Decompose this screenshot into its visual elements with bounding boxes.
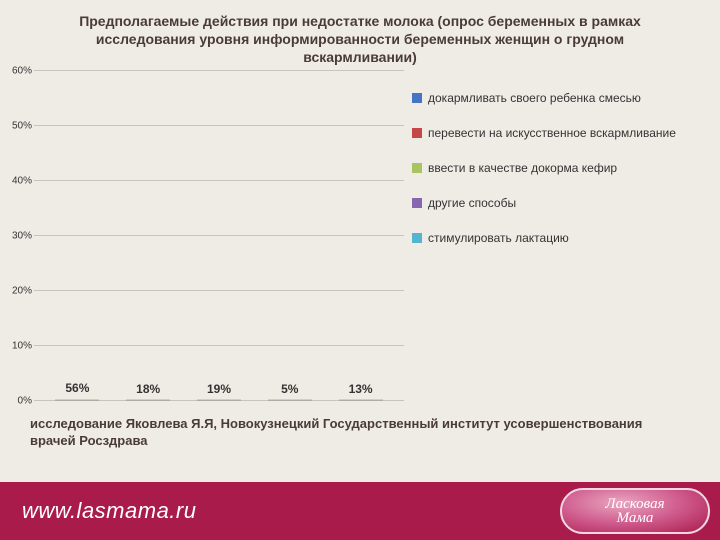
legend-item: докармливать своего ребенка смесью xyxy=(412,91,690,106)
footer-badge: Ласковая Мама xyxy=(550,482,720,540)
caption: исследование Яковлева Я.Я, Новокузнецкий… xyxy=(30,415,690,450)
y-axis: 0%10%20%30%40%50%60% xyxy=(6,71,34,401)
bars-group: 56% 18% 19% 5% 13% xyxy=(34,71,404,401)
y-tick-label: 50% xyxy=(12,120,32,131)
legend-swatch xyxy=(412,233,422,243)
chart-container: 0%10%20%30%40%50%60% 56%18%19%5%13% дока… xyxy=(30,71,690,401)
legend-label: докармливать своего ребенка смесью xyxy=(428,91,641,106)
bar-slot: 18% xyxy=(126,399,170,401)
bar-value-label: 5% xyxy=(281,382,298,396)
y-tick-label: 40% xyxy=(12,175,32,186)
legend-label: перевести на искусственное вскармливание xyxy=(428,126,676,141)
legend-item: ввести в качестве докорма кефир xyxy=(412,161,690,176)
bar-slot: 56% xyxy=(55,399,99,401)
legend-swatch xyxy=(412,163,422,173)
badge-line2: Мама xyxy=(617,511,654,525)
legend-swatch xyxy=(412,198,422,208)
legend-label: другие способы xyxy=(428,196,516,211)
bar-value-label: 19% xyxy=(207,382,231,396)
y-tick-label: 10% xyxy=(12,340,32,351)
bar-slot: 13% xyxy=(339,399,383,401)
y-tick-label: 30% xyxy=(12,230,32,241)
chart-title: Предполагаемые действия при недостатке м… xyxy=(30,12,690,67)
y-tick-label: 60% xyxy=(12,65,32,76)
bar-value-label: 18% xyxy=(136,382,160,396)
bar-slot: 5% xyxy=(268,399,312,401)
y-tick-label: 0% xyxy=(18,395,32,406)
legend-item: стимулировать лактацию xyxy=(412,231,690,246)
legend-swatch xyxy=(412,128,422,138)
bar xyxy=(339,399,383,401)
legend-swatch xyxy=(412,93,422,103)
legend-label: стимулировать лактацию xyxy=(428,231,569,246)
plot-area: 0%10%20%30%40%50%60% 56%18%19%5%13% xyxy=(34,71,404,401)
bar xyxy=(126,399,170,401)
legend-label: ввести в качестве докорма кефир xyxy=(428,161,617,176)
bar xyxy=(197,399,241,401)
footer-bar: www.lasmama.ru Ласковая Мама xyxy=(0,482,720,540)
legend-item: перевести на искусственное вскармливание xyxy=(412,126,690,141)
bar-value-label: 13% xyxy=(349,382,373,396)
legend: докармливать своего ребенка смесью переве… xyxy=(412,71,690,401)
bar xyxy=(55,399,99,401)
bar-value-label: 56% xyxy=(65,381,89,395)
y-tick-label: 20% xyxy=(12,285,32,296)
bar-slot: 19% xyxy=(197,399,241,401)
legend-item: другие способы xyxy=(412,196,690,211)
footer-site: www.lasmama.ru xyxy=(22,498,196,524)
bar xyxy=(268,399,312,401)
